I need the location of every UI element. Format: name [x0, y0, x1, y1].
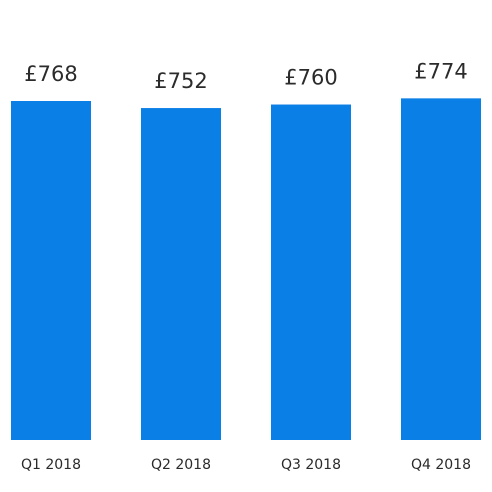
bars-group	[11, 98, 481, 440]
x-axis-tick-labels: Q1 2018 Q2 2018 Q3 2018 Q4 2018	[21, 457, 471, 473]
data-label: £774	[414, 59, 467, 83]
x-tick-label: Q3 2018	[281, 457, 341, 473]
bar-q2-2018	[141, 108, 221, 440]
data-label: £752	[154, 69, 207, 93]
data-label: £760	[284, 66, 337, 90]
bar-q4-2018	[401, 98, 481, 440]
x-tick-label: Q2 2018	[151, 457, 211, 473]
bar-q3-2018	[271, 104, 351, 440]
bar-q1-2018	[11, 101, 91, 440]
x-tick-label: Q1 2018	[21, 457, 81, 473]
value-labels-group: £768 £752 £760 £774	[24, 59, 467, 93]
x-tick-label: Q4 2018	[411, 457, 471, 473]
data-label: £768	[24, 62, 77, 86]
